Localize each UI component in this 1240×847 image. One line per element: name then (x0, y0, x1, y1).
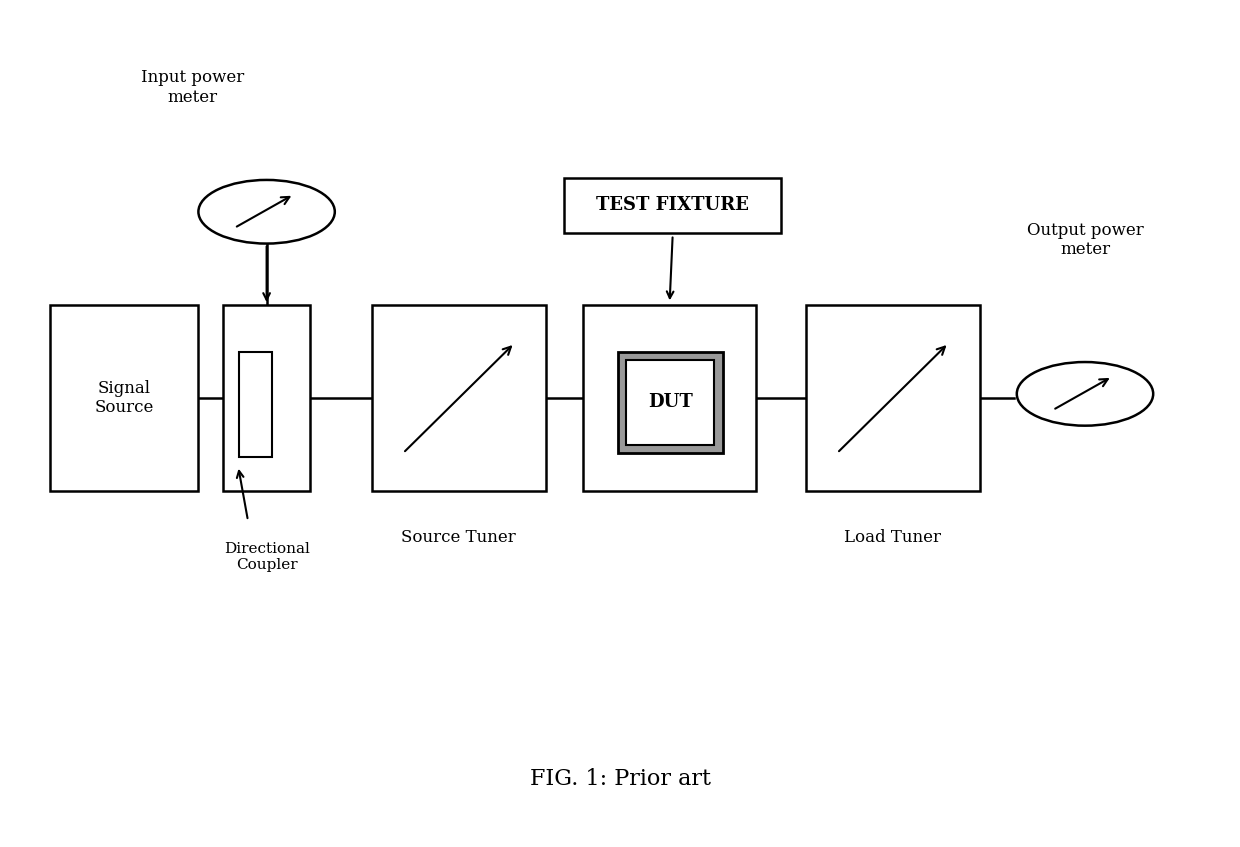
Text: Directional
Coupler: Directional Coupler (223, 542, 310, 573)
Text: Source Tuner: Source Tuner (402, 529, 516, 546)
Text: Signal
Source: Signal Source (94, 379, 154, 417)
Bar (583, 305, 756, 491)
Ellipse shape (198, 180, 335, 244)
Bar (223, 305, 310, 491)
Text: Load Tuner: Load Tuner (844, 529, 941, 546)
Bar (239, 352, 272, 457)
Bar (618, 352, 723, 453)
Text: Input power
meter: Input power meter (140, 69, 244, 106)
Text: DUT: DUT (647, 393, 693, 412)
Ellipse shape (1017, 362, 1153, 426)
Text: Output power
meter: Output power meter (1027, 222, 1143, 258)
Bar (806, 305, 980, 491)
Bar (372, 305, 546, 491)
Text: TEST FIXTURE: TEST FIXTURE (596, 197, 749, 214)
Bar (626, 360, 714, 445)
Text: FIG. 1: Prior art: FIG. 1: Prior art (529, 768, 711, 790)
Bar (50, 305, 198, 491)
Bar (564, 178, 781, 233)
